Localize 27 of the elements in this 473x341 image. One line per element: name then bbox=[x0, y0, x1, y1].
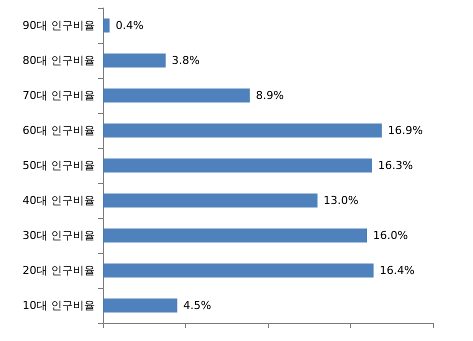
y-tick-label: 60대 인구비율 bbox=[22, 124, 95, 137]
y-tick-label: 30대 인구비율 bbox=[22, 229, 95, 242]
bar bbox=[103, 54, 166, 68]
data-label: 16.0% bbox=[373, 229, 408, 242]
y-tick-label: 70대 인구비율 bbox=[22, 89, 95, 102]
data-label: 0.4% bbox=[116, 19, 144, 32]
y-tick-label: 40대 인구비율 bbox=[22, 194, 95, 207]
bar bbox=[103, 298, 178, 312]
data-label: 16.4% bbox=[380, 264, 415, 277]
y-tick-label: 10대 인구비율 bbox=[22, 299, 95, 312]
bar bbox=[103, 228, 367, 242]
data-label: 16.9% bbox=[388, 124, 423, 137]
y-tick-label: 50대 인구비율 bbox=[22, 159, 95, 172]
data-label: 16.3% bbox=[378, 159, 413, 172]
data-label: 8.9% bbox=[256, 89, 284, 102]
data-label: 13.0% bbox=[324, 194, 358, 207]
bar bbox=[103, 158, 372, 172]
bar bbox=[103, 124, 382, 138]
y-tick-label: 80대 인구비율 bbox=[22, 54, 95, 67]
bar bbox=[103, 18, 110, 32]
bar bbox=[103, 264, 374, 278]
data-label: 3.8% bbox=[172, 54, 200, 67]
bar bbox=[103, 88, 250, 102]
y-tick-label: 20대 인구비율 bbox=[22, 264, 95, 277]
bar bbox=[103, 194, 318, 208]
data-label: 4.5% bbox=[183, 299, 212, 312]
y-tick-label: 90대 인구비율 bbox=[22, 19, 95, 32]
